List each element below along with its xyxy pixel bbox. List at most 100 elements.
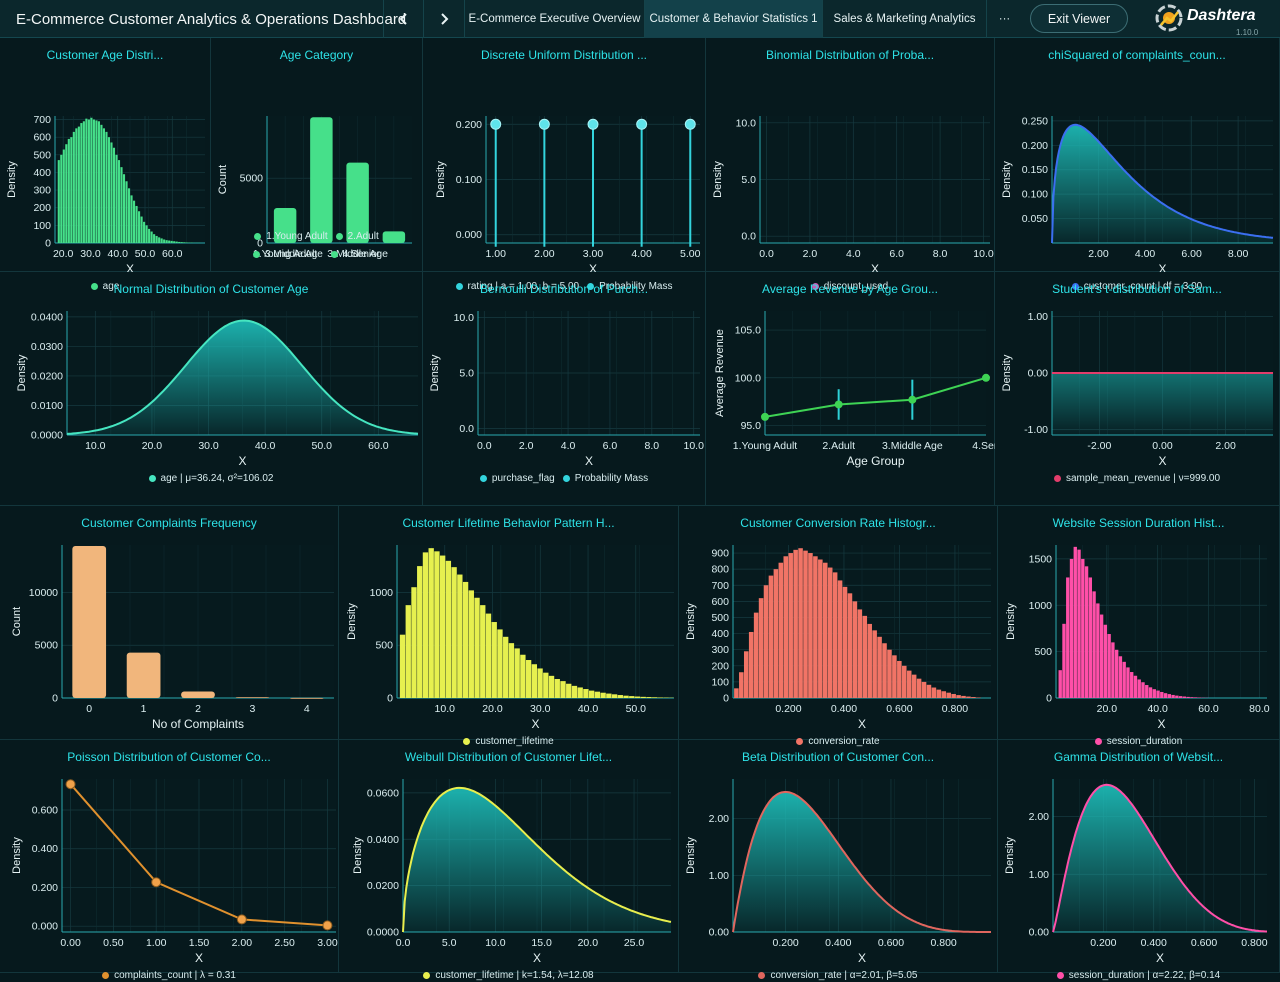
histogram-bar[interactable] — [652, 697, 657, 698]
stem-point[interactable] — [539, 119, 549, 129]
histogram-bar[interactable] — [457, 575, 462, 698]
histogram-bar[interactable] — [98, 121, 100, 243]
histogram-bar[interactable] — [618, 695, 623, 698]
histogram-bar[interactable] — [589, 691, 594, 698]
histogram-bar[interactable] — [95, 120, 97, 243]
histogram-bar[interactable] — [1153, 689, 1156, 698]
histogram-bar[interactable] — [158, 237, 160, 243]
histogram-bar[interactable] — [862, 616, 867, 698]
histogram-bar[interactable] — [833, 572, 838, 698]
histogram-bar[interactable] — [133, 201, 135, 243]
histogram-bar[interactable] — [793, 550, 798, 698]
histogram-bar[interactable] — [887, 650, 892, 698]
histogram-bar[interactable] — [474, 598, 479, 698]
histogram-bar[interactable] — [434, 551, 439, 698]
histogram-bar[interactable] — [1066, 577, 1069, 698]
histogram-bar[interactable] — [961, 696, 966, 698]
histogram-bar[interactable] — [612, 694, 617, 698]
tab-executive-overview[interactable]: E-Commerce Executive Overview — [464, 0, 644, 38]
histogram-bar[interactable] — [526, 660, 531, 698]
histogram-bar[interactable] — [120, 167, 122, 243]
histogram-bar[interactable] — [1077, 550, 1080, 698]
histogram-bar[interactable] — [1119, 656, 1122, 698]
histogram-bar[interactable] — [423, 552, 428, 698]
histogram-bar[interactable] — [971, 697, 976, 698]
histogram-bar[interactable] — [1190, 697, 1193, 698]
histogram-bar[interactable] — [882, 643, 887, 698]
histogram-bar[interactable] — [108, 137, 110, 243]
histogram-bar[interactable] — [163, 239, 165, 243]
bar[interactable] — [72, 546, 106, 698]
histogram-bar[interactable] — [942, 691, 947, 698]
histogram-bar[interactable] — [103, 128, 105, 243]
histogram-bar[interactable] — [63, 150, 65, 243]
histogram-bar[interactable] — [1138, 679, 1141, 698]
histogram-bar[interactable] — [635, 697, 640, 698]
histogram-bar[interactable] — [848, 593, 853, 698]
histogram-bar[interactable] — [156, 236, 158, 243]
histogram-bar[interactable] — [486, 614, 491, 698]
histogram-bar[interactable] — [1156, 691, 1159, 698]
data-point[interactable] — [323, 921, 332, 930]
histogram-bar[interactable] — [128, 188, 130, 243]
histogram-bar[interactable] — [1134, 676, 1137, 698]
histogram-bar[interactable] — [178, 242, 180, 243]
legend-item[interactable]: 1.Young Adult — [254, 231, 327, 242]
histogram-bar[interactable] — [141, 217, 143, 243]
legend-item[interactable]: conversion_rate | α=2.01, β=5.05 — [758, 970, 917, 981]
histogram-bar[interactable] — [641, 697, 646, 698]
histogram-bar[interactable] — [658, 697, 663, 698]
histogram-bar[interactable] — [922, 682, 927, 698]
histogram-bar[interactable] — [1175, 696, 1178, 698]
histogram-bar[interactable] — [754, 613, 759, 698]
histogram-bar[interactable] — [1123, 662, 1126, 698]
histogram-bar[interactable] — [83, 121, 85, 243]
histogram-bar[interactable] — [532, 664, 537, 698]
histogram-bar[interactable] — [125, 181, 127, 243]
legend-item[interactable]: purchase_flag — [480, 473, 555, 484]
histogram-bar[interactable] — [151, 232, 153, 243]
histogram-bar[interactable] — [1092, 591, 1095, 698]
histogram-bar[interactable] — [818, 559, 823, 698]
legend-item[interactable]: complaints_count | λ = 0.31 — [102, 970, 236, 981]
exit-viewer-button[interactable]: Exit Viewer — [1030, 4, 1128, 33]
histogram-bar[interactable] — [451, 567, 456, 698]
histogram-bar[interactable] — [843, 587, 848, 698]
histogram-bar[interactable] — [1141, 682, 1144, 698]
histogram-bar[interactable] — [877, 637, 882, 698]
histogram-bar[interactable] — [917, 679, 922, 698]
histogram-bar[interactable] — [143, 222, 145, 243]
histogram-bar[interactable] — [937, 690, 942, 698]
histogram-bar[interactable] — [734, 688, 739, 698]
histogram-bar[interactable] — [555, 679, 560, 698]
histogram-bar[interactable] — [58, 160, 60, 243]
legend-item[interactable]: sample_mean_revenue | ν=999.00 — [1054, 473, 1220, 484]
data-point[interactable] — [237, 915, 246, 924]
histogram-bar[interactable] — [1194, 697, 1197, 698]
histogram-bar[interactable] — [1062, 624, 1065, 698]
histogram-bar[interactable] — [951, 694, 956, 698]
histogram-bar[interactable] — [1104, 625, 1107, 698]
histogram-bar[interactable] — [1107, 634, 1110, 698]
histogram-bar[interactable] — [749, 632, 754, 698]
histogram-bar[interactable] — [907, 671, 912, 698]
histogram-bar[interactable] — [93, 120, 95, 243]
bar[interactable] — [236, 697, 270, 698]
histogram-bar[interactable] — [417, 566, 422, 698]
histogram-bar[interactable] — [411, 587, 416, 698]
data-point[interactable] — [982, 374, 990, 382]
histogram-bar[interactable] — [100, 125, 102, 243]
histogram-bar[interactable] — [429, 548, 434, 698]
histogram-bar[interactable] — [600, 693, 605, 698]
histogram-bar[interactable] — [788, 553, 793, 698]
histogram-bar[interactable] — [583, 689, 588, 698]
histogram-bar[interactable] — [463, 582, 468, 698]
histogram-bar[interactable] — [744, 651, 749, 698]
histogram-bar[interactable] — [739, 672, 744, 698]
